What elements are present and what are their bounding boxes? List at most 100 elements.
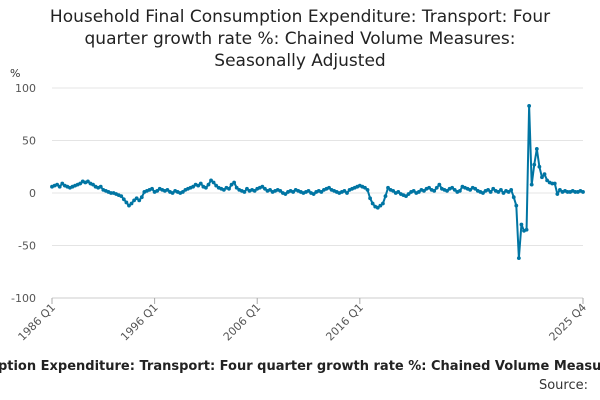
x-axis-label-wrapper: Household Final Consumption Expenditure:… [0, 357, 600, 377]
data-point [509, 187, 514, 192]
data-point [252, 189, 257, 193]
data-point [119, 194, 124, 199]
data-point [170, 191, 175, 195]
data-point [204, 185, 208, 190]
chart-title-line: Household Final Consumption Expenditure:… [49, 7, 551, 27]
x-axis-label: Household Final Consumption Expenditure:… [0, 359, 600, 374]
data-point [196, 183, 201, 188]
chart-title-line: quarter growth rate %: Chained Volume Me… [84, 29, 516, 49]
data-point [78, 181, 83, 186]
x-tick-label: 1996 Q1 [118, 301, 161, 344]
data-point [473, 186, 478, 191]
y-tick-label: -100 [11, 292, 36, 305]
x-tick-label: 2025 Q4 [547, 301, 590, 344]
data-point [555, 192, 560, 196]
data-point [468, 187, 473, 192]
x-tick-label: 2016 Q1 [323, 301, 366, 344]
data-point [481, 191, 485, 195]
series-line [51, 104, 584, 260]
data-point [242, 190, 247, 194]
data-point [91, 182, 95, 187]
data-point [132, 198, 136, 203]
data-point [209, 178, 213, 183]
data-point [496, 190, 501, 194]
data-point [191, 184, 195, 189]
data-point [486, 187, 490, 192]
data-point [450, 185, 455, 190]
data-point [386, 185, 390, 190]
data-point [206, 182, 211, 187]
x-tick-label: 1986 Q1 [16, 301, 59, 344]
data-point [227, 186, 231, 191]
data-point [368, 196, 372, 201]
data-point [514, 203, 519, 208]
data-point [327, 185, 331, 190]
data-point [383, 194, 388, 199]
data-point [139, 195, 144, 200]
data-point [552, 181, 557, 186]
x-tick-label: 2006 Q1 [221, 301, 264, 344]
data-point [155, 189, 160, 193]
data-point [416, 190, 421, 194]
data-point [214, 183, 219, 188]
data-point [558, 187, 562, 192]
data-point [381, 201, 385, 206]
data-point [121, 197, 126, 202]
data-point [534, 147, 539, 151]
data-point [278, 189, 283, 193]
data-point [134, 196, 139, 201]
data-point [432, 189, 437, 193]
data-point [263, 186, 267, 191]
data-point [491, 186, 496, 191]
data-point [404, 194, 408, 199]
data-point [370, 201, 375, 206]
y-tick-label: -50 [18, 240, 36, 253]
y-tick-label: 100 [15, 82, 36, 95]
data-point [306, 189, 311, 193]
data-point [488, 190, 493, 194]
data-point [396, 190, 401, 194]
data-point [365, 187, 370, 192]
data-point [499, 187, 503, 192]
source-label: Source: [538, 378, 588, 393]
data-point [391, 189, 396, 193]
data-point [411, 189, 416, 193]
data-point [129, 201, 134, 206]
data-point [524, 227, 529, 232]
data-point [124, 200, 129, 205]
chart-title: Household Final Consumption Expenditure:… [0, 6, 600, 72]
data-point [57, 184, 62, 189]
data-point [506, 190, 511, 194]
data-point [127, 203, 131, 208]
data-point [137, 198, 142, 203]
data-point [363, 185, 367, 190]
data-point [150, 186, 154, 191]
data-point [342, 189, 347, 193]
data-point [437, 182, 442, 187]
data-point [501, 191, 506, 195]
data-point [180, 190, 185, 194]
data-point [406, 192, 411, 196]
data-point [55, 182, 60, 187]
data-point [375, 205, 380, 210]
data-point [60, 181, 65, 186]
data-point [519, 222, 524, 227]
data-point [529, 182, 534, 187]
data-point [445, 189, 449, 193]
data-point [378, 203, 383, 208]
data-point [232, 180, 237, 185]
data-point [211, 180, 216, 185]
data-point [229, 182, 234, 187]
data-point [165, 187, 170, 192]
data-point [540, 175, 544, 180]
data-point [427, 185, 431, 190]
data-point [345, 191, 349, 195]
data-point [198, 181, 203, 186]
chart-title-line: Seasonally Adjusted [214, 51, 386, 71]
data-point [516, 256, 521, 260]
data-point [311, 192, 316, 196]
data-point [260, 184, 265, 189]
data-point [452, 187, 457, 192]
data-point [511, 195, 516, 200]
